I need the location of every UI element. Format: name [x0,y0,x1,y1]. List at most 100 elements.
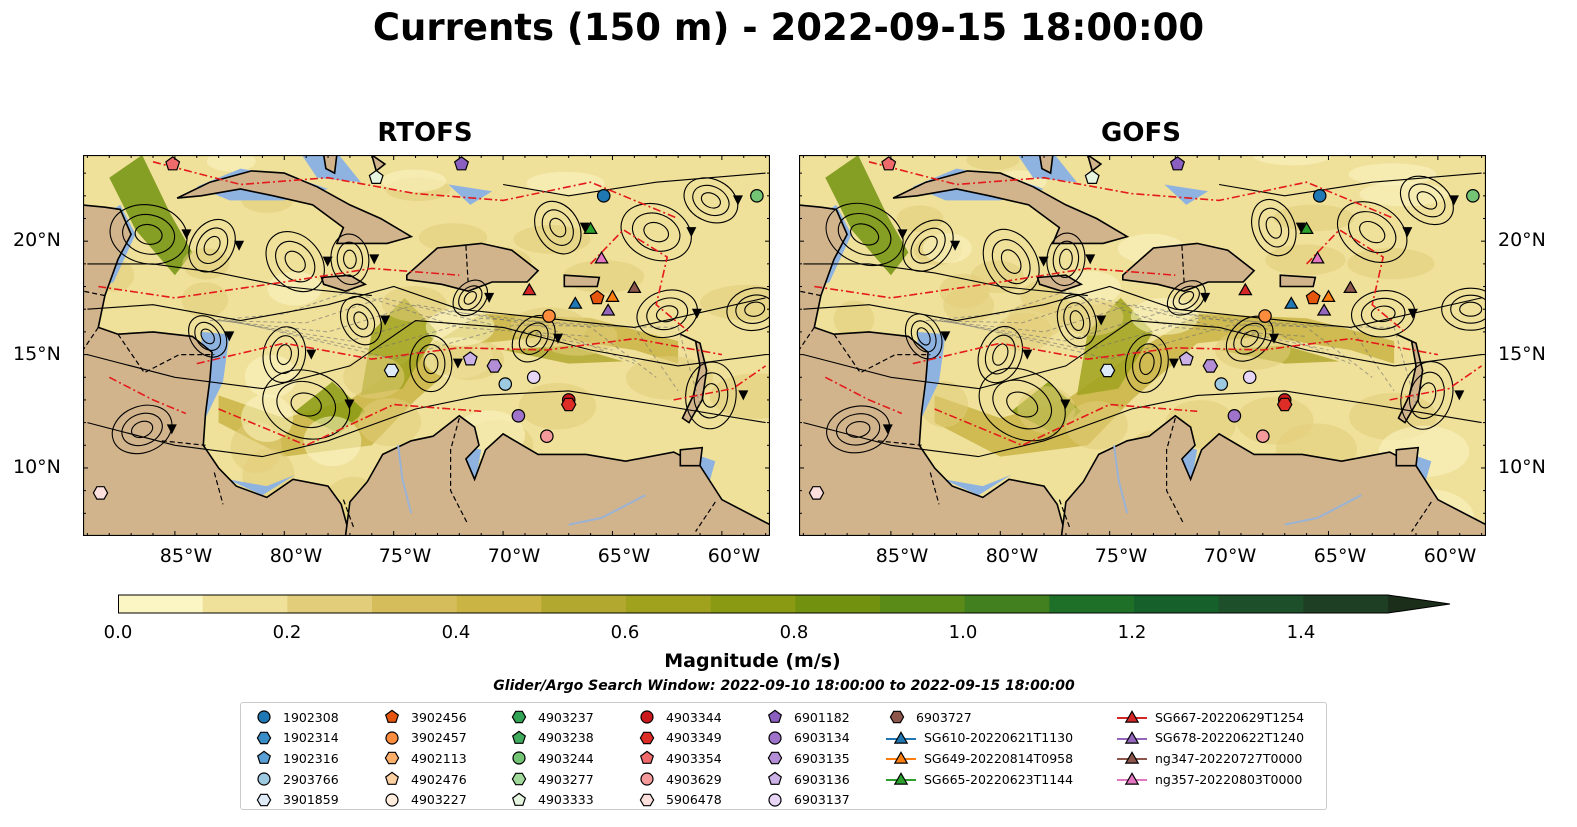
legend-marker-icon [511,772,527,786]
legend-item: 6901182 [764,707,850,728]
colorbar-tick-7: 1.4 [1286,622,1316,643]
legend-item: 6903136 [764,769,850,790]
legend-item: 4903349 [636,728,722,749]
float-marker [1316,303,1332,316]
float-marker [881,156,897,171]
lon-label-80w-gofs: 80°W [985,545,1039,567]
legend-item-label: 4903237 [538,709,594,725]
magnitude-patch [303,416,362,467]
colorbar-outline [118,594,1451,614]
magnitude-patch [922,233,972,264]
float-marker [1169,156,1186,171]
streamline [700,192,721,209]
colorbar-tick-2: 0.4 [441,622,471,643]
streamline [978,367,1066,442]
legend-item: 4903238 [508,728,594,749]
magnitude-colorbar [118,594,1451,614]
streamline [1258,207,1290,248]
legend-item: SG665-20220623T1144 [886,769,1073,790]
legend-item: ng347-20220727T0000 [1117,748,1304,769]
streamline [982,228,1040,295]
streamline [1251,198,1297,257]
streamline-arrow [1022,349,1033,360]
bathymetry-contour [925,290,1307,337]
streamline [1178,291,1195,305]
lesser-antilles-land [679,333,708,424]
legend-item: 4903244 [508,748,594,769]
legend-item-label: 4903349 [666,730,722,746]
streamline [518,322,549,355]
colorbar-bin [964,595,1050,613]
float-marker [596,189,611,203]
rtofs-current-map[interactable] [83,155,770,536]
front-line [1389,365,1483,401]
magnitude-patch [513,225,591,254]
lat-label-20n-left: 20°N [13,229,61,251]
puerto-rico-land [1279,274,1317,288]
float-marker [627,280,642,293]
legend-column: 4903344 4903349 4903354 4903629 5906478 [636,707,722,810]
float-marker [1299,221,1314,235]
legend-item: 1902308 [253,707,339,728]
legend-item-label: 4902113 [411,750,467,766]
legend-marker-icon [889,710,905,724]
streamline [1459,301,1483,317]
streamline [803,320,1482,390]
streamline [269,335,300,375]
legend-item: 4902476 [381,769,467,790]
gofs-current-map[interactable] [799,155,1486,536]
country-border [1411,501,1432,532]
lon-label-65w-gofs: 65°W [1313,545,1367,567]
colorbar-bin [118,595,204,613]
hispaniola-land [405,242,540,292]
lon-label-85w-gofs: 85°W [875,545,929,567]
bathymetry-contour [209,290,591,337]
country-border [1058,499,1071,530]
streamline [910,227,946,264]
legend-item-label: 2903766 [283,771,339,787]
bathymetry-contour [938,310,1373,378]
magnitude-patch [1130,297,1199,335]
float-marker [1258,309,1272,323]
streamline [685,361,737,430]
float-marker [1242,370,1257,385]
legend-item-label: 1902308 [283,709,339,725]
front-line [98,267,460,299]
front-line [218,403,482,447]
float-marker [1178,351,1194,366]
front-line [912,337,1439,365]
magnitude-patch [966,155,1020,171]
streamline [87,320,766,390]
country-border [450,417,469,525]
country-border [117,333,215,374]
legend-marker-icon [511,710,527,724]
front-line [673,365,767,401]
lat-label-15n-right: 15°N [1498,343,1546,365]
streamline [549,217,567,238]
streamline [735,294,770,324]
streamline [1233,322,1267,355]
lon-label-60w: 60°W [707,545,761,567]
streamline [1052,240,1080,278]
country-border [342,499,355,530]
streamline-arrow [369,254,380,265]
float-marker [1214,377,1229,391]
colorbar-bin [626,595,712,613]
lon-label-65w: 65°W [597,545,651,567]
legend-item-label: 4903629 [666,771,722,787]
streamline [1139,352,1155,376]
legend-item-label: 4903238 [538,730,594,746]
streamline-arrow [306,349,317,360]
streamline [693,372,729,419]
float-marker [560,397,577,412]
legend-marker-icon [886,730,916,744]
float-marker [368,169,384,184]
magnitude-patch [1252,155,1332,166]
streamline [339,295,382,346]
lon-label-70w-gofs: 70°W [1203,545,1257,567]
colorbar-bin [456,595,542,613]
float-marker [526,370,541,385]
jamaica-land [1036,274,1084,292]
colorbar-bin [202,595,288,613]
legend-item-label: 4903277 [538,771,594,787]
